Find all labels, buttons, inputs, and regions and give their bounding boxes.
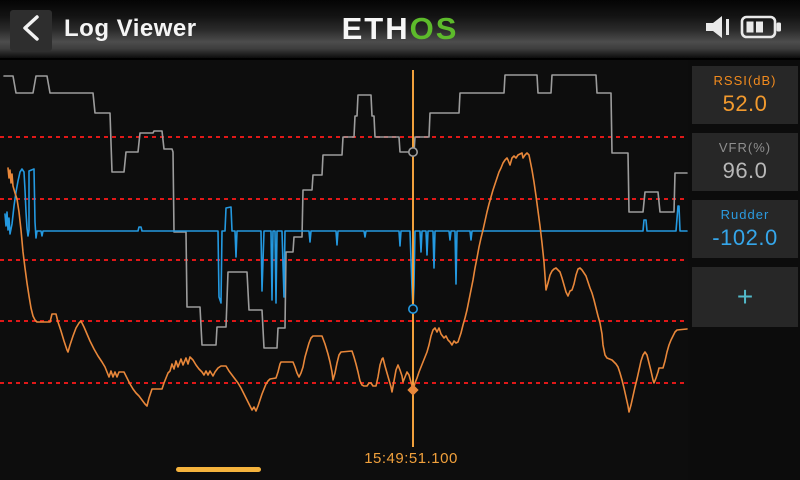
trace-rssi — [7, 152, 688, 413]
ethos-logo-os: OS — [409, 11, 459, 46]
add-sensor-button[interactable]: + — [692, 267, 798, 327]
log-chart[interactable] — [0, 60, 688, 480]
sensor-value: 52.0 — [722, 91, 768, 116]
page-title: Log Viewer — [64, 15, 197, 42]
sensor-value: 96.0 — [722, 158, 768, 183]
sensor-label: VFR(%) — [718, 140, 772, 155]
back-icon — [18, 13, 44, 48]
sensor-label: Rudder — [720, 207, 770, 222]
cursor-marker-vfr — [407, 147, 418, 158]
ethos-logo-eth: ETH — [341, 11, 410, 46]
sensor-panel-rudder[interactable]: Rudder -102.0 — [692, 200, 798, 258]
cursor-marker-rssi — [407, 384, 419, 396]
cursor-marker-rudder — [407, 303, 418, 314]
trace-vfr — [3, 74, 688, 349]
sensor-value: -102.0 — [712, 225, 778, 250]
sensor-panel-vfr[interactable]: VFR(%) 96.0 — [692, 133, 798, 191]
status-icons — [703, 0, 784, 58]
title-bar: Log Viewer ETHOS — [0, 0, 800, 60]
sensor-label: RSSI(dB) — [713, 73, 777, 88]
speaker-icon — [703, 13, 735, 46]
trace-rudder — [4, 168, 688, 310]
plus-icon: + — [736, 281, 754, 312]
back-button[interactable] — [10, 10, 52, 51]
scroll-indicator[interactable] — [176, 467, 261, 472]
cursor-timestamp: 15:49:51.100 — [364, 450, 458, 467]
sensor-panel-rssi[interactable]: RSSI(dB) 52.0 — [692, 66, 798, 124]
battery-icon — [740, 13, 784, 46]
sensor-sidebar: RSSI(dB) 52.0 VFR(%) 96.0 Rudder -102.0 … — [692, 66, 798, 327]
